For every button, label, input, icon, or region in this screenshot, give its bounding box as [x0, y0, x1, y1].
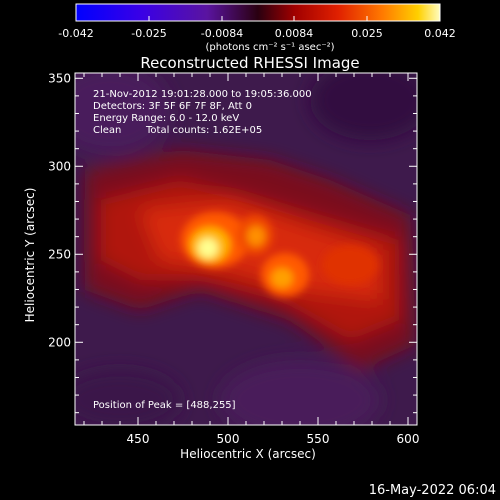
colorbar-tick-label: -0.0084 — [201, 27, 243, 40]
colorbar-units: (photons cm⁻² s⁻¹ asec⁻²) — [205, 42, 334, 53]
y-tick-label: 350 — [48, 71, 71, 85]
plot-title: Reconstructed RHESSI Image — [140, 54, 359, 72]
colorbar-tick-label: -0.025 — [131, 27, 166, 40]
x-tick-label: 500 — [217, 432, 240, 446]
y-tick-label: 300 — [48, 159, 71, 173]
image-map — [75, 73, 417, 425]
x-tick-label: 450 — [127, 432, 150, 446]
colorbar-tick-label: 0.042 — [424, 27, 456, 40]
y-tick-label: 200 — [48, 335, 71, 349]
x-axis-label: Heliocentric X (arcsec) — [180, 447, 316, 461]
info-detectors: Detectors: 3F 5F 6F 7F 8F, Att 0 — [93, 101, 252, 112]
colorbar — [75, 3, 441, 22]
info-clean: Clean — [93, 125, 121, 136]
colorbar-tick-label: -0.042 — [58, 27, 93, 40]
colorbar-tick-label: 0.025 — [351, 27, 383, 40]
info-energy: Energy Range: 6.0 - 12.0 keV — [93, 113, 239, 124]
x-tick-label: 600 — [397, 432, 420, 446]
info-time: 21-Nov-2012 19:01:28.000 to 19:05:36.000 — [93, 89, 312, 100]
peak-position: Position of Peak = [488,255] — [93, 400, 236, 411]
axis-ticks: 450 500 550 600 200 250 300 350 — [48, 71, 419, 446]
colorbar-ticks — [75, 16, 441, 21]
x-tick-label: 550 — [307, 432, 330, 446]
y-tick-label: 250 — [48, 247, 71, 261]
colorbar-tick-label: 0.0084 — [275, 27, 314, 40]
info-counts: Total counts: 1.62E+05 — [145, 125, 262, 136]
footer-date: 16-May-2022 06:04 — [369, 483, 496, 498]
y-axis-label: Heliocentric Y (arcsec) — [23, 188, 37, 323]
